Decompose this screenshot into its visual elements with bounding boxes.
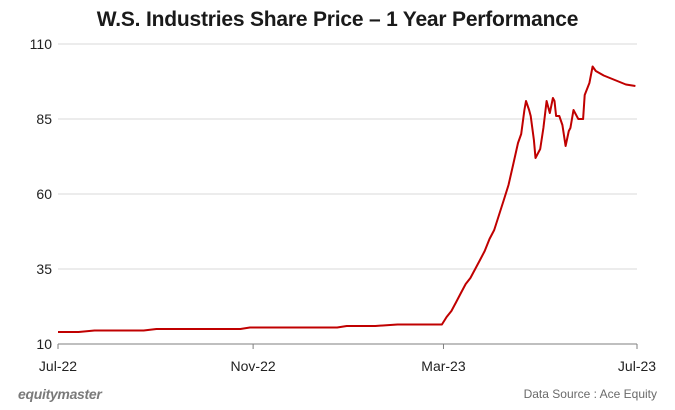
chart-title: W.S. Industries Share Price – 1 Year Per… [96,8,579,31]
x-axis [57,343,638,349]
brand-logo: equitymaster [18,386,102,402]
y-tick-label: 10 [36,336,52,352]
data-source-note: Data Source : Ace Equity [523,387,657,401]
series-line [58,65,636,333]
series-group [58,65,636,333]
x-tick-label: Jul-22 [39,358,77,374]
x-tick-label: Nov-22 [231,358,276,374]
x-tick-labels: Jul-22 Nov-22 Mar-23 Jul-23 [39,358,656,374]
y-tick-label: 85 [36,111,52,127]
y-tick-label: 35 [36,261,52,277]
y-tick-labels: 10 35 60 85 110 [30,36,53,352]
x-tick-label: Jul-23 [618,358,656,374]
y-tick-label: 110 [30,36,53,52]
gridlines [58,43,637,270]
y-tick-label: 60 [36,186,52,202]
x-tick-label: Mar-23 [421,358,466,374]
